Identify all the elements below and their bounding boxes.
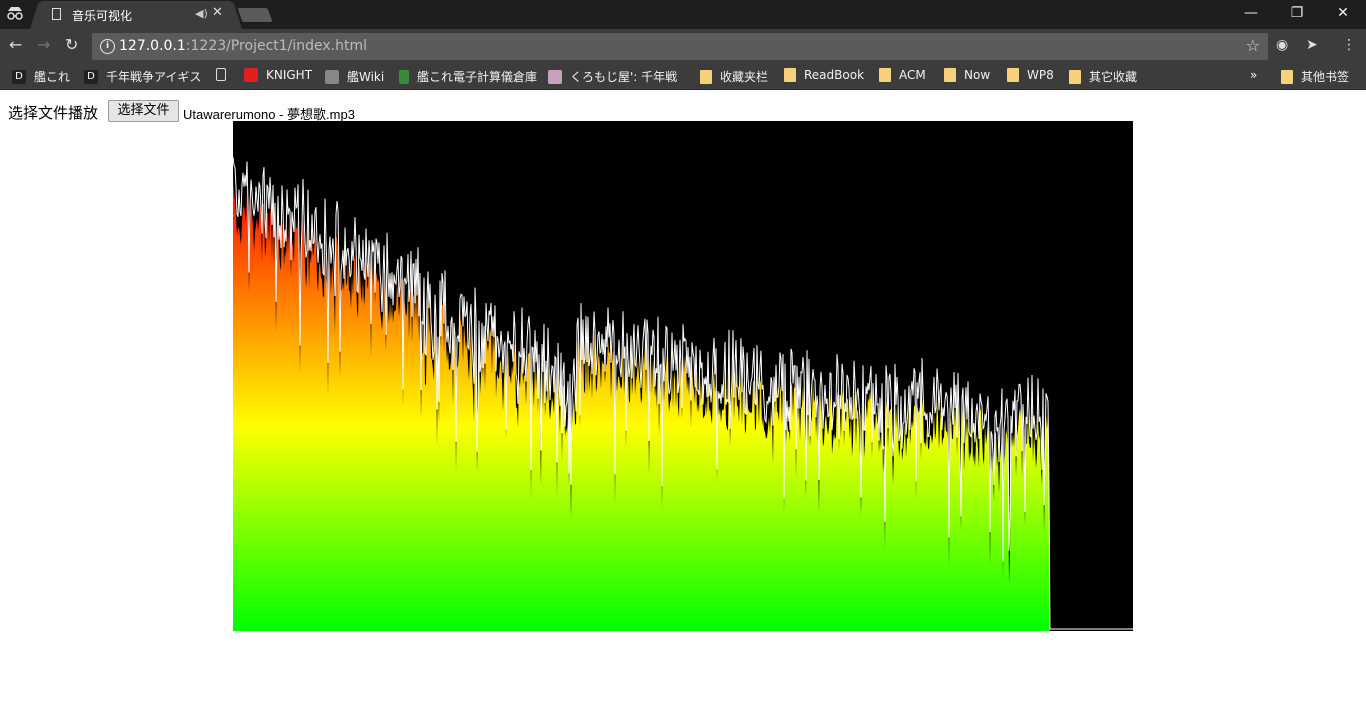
choose-file-button[interactable]: 选择文件 — [108, 100, 179, 122]
tab-active[interactable]: 音乐可视化 ◀) ✕ — [30, 1, 242, 29]
folder-icon — [879, 68, 891, 82]
bookmark-folder[interactable]: WP8 — [1007, 68, 1054, 82]
folder-icon — [1069, 69, 1081, 84]
other-bookmarks-folder[interactable]: 其他书签 — [1281, 68, 1349, 85]
bookmark-folder[interactable]: ACM — [879, 68, 926, 82]
spectrum-peak-line — [232, 157, 1133, 630]
bookmark-folder[interactable]: 收藏夹栏 — [700, 68, 768, 85]
info-icon[interactable]: i — [100, 39, 115, 54]
file-name: Utawarerumono - 夢想歌.mp3 — [183, 107, 355, 122]
file-label: 选择文件播放 — [8, 104, 99, 122]
folder-icon — [1007, 68, 1019, 82]
folder-icon — [944, 68, 956, 82]
page-icon — [52, 8, 61, 20]
back-icon[interactable]: ← — [9, 35, 23, 54]
bookmark-item[interactable]: 艦これ電子計算儀倉庫 — [399, 68, 537, 85]
dmm-icon: D — [84, 69, 98, 84]
new-tab-button[interactable] — [237, 8, 273, 22]
forward-icon[interactable]: → — [37, 35, 51, 54]
incognito-icon — [6, 5, 26, 23]
tab-close-icon[interactable]: ✕ — [212, 5, 223, 20]
close-window-button[interactable]: ✕ — [1337, 5, 1349, 21]
bookmark-item[interactable]: D 千年戦争アイギス — [84, 68, 201, 85]
tab-strip: 音乐可视化 ◀) ✕ — ❐ ✕ — [0, 0, 1366, 29]
address-bar[interactable]: i 127.0.0.1:1223/Project1/index.html ☆ — [92, 33, 1268, 60]
folder-icon — [784, 68, 796, 82]
url-text[interactable]: 127.0.0.1:1223/Project1/index.html — [119, 38, 368, 54]
folder-icon — [700, 69, 712, 84]
bookmark-item[interactable]: KNIGHT — [244, 68, 312, 82]
folder-icon — [1281, 69, 1293, 84]
bookmark-item[interactable]: くろもじ屋': 千年戦 — [548, 68, 686, 85]
restore-button[interactable]: ❐ — [1290, 5, 1304, 21]
bookmark-item[interactable]: 艦Wiki — [325, 68, 384, 85]
bookmarks-overflow-button[interactable]: » — [1250, 68, 1258, 82]
reload-icon[interactable]: ↻ — [65, 35, 79, 54]
menu-icon[interactable]: ⋮ — [1342, 37, 1356, 53]
minimize-button[interactable]: — — [1244, 5, 1258, 21]
bookmark-item[interactable] — [216, 68, 234, 81]
audio-visualizer — [232, 121, 1133, 631]
browser-chrome: 音乐可视化 ◀) ✕ — ❐ ✕ ← → ↻ i 127.0.0.1:1223/… — [0, 0, 1366, 90]
wiki-icon — [325, 69, 339, 84]
page-icon — [216, 68, 226, 81]
bookmark-folder[interactable]: 其它收藏 — [1069, 68, 1137, 85]
bookmark-star-icon[interactable]: ☆ — [1245, 36, 1260, 55]
youtube-icon — [244, 68, 258, 82]
bookmarks-bar: D 艦これ D 千年戦争アイギス KNIGHT 艦Wiki 艦これ電子計算儀倉庫 く… — [0, 62, 1366, 90]
spectrum-canvas — [232, 157, 1133, 631]
site-icon — [548, 69, 562, 84]
extension-globe-icon[interactable]: ◉ — [1276, 37, 1289, 53]
toolbar: ← → ↻ i 127.0.0.1:1223/Project1/index.ht… — [0, 29, 1366, 62]
dmm-icon: D — [12, 69, 26, 84]
audio-playing-icon[interactable]: ◀) — [195, 7, 208, 20]
bookmark-folder[interactable]: Now — [944, 68, 990, 82]
bookmark-item[interactable]: D 艦これ — [12, 68, 70, 85]
extension-cursor-icon[interactable]: ➤ — [1306, 37, 1318, 53]
tab-title: 音乐可视化 — [72, 9, 133, 23]
site-icon — [399, 69, 409, 84]
bookmark-folder[interactable]: ReadBook — [784, 68, 864, 82]
